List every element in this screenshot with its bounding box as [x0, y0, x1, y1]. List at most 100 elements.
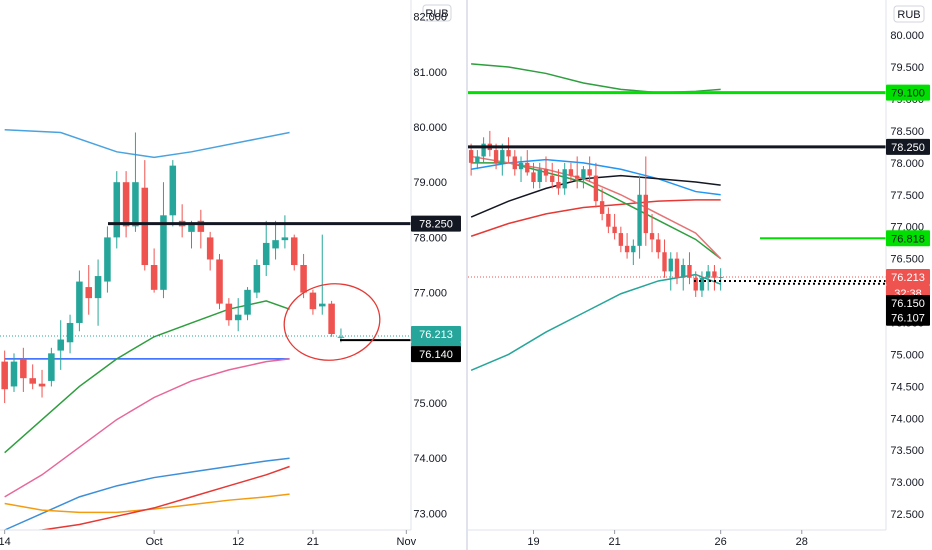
candle — [38, 369, 46, 398]
candle — [10, 353, 18, 392]
candle-body — [318, 303, 326, 307]
candle — [631, 239, 636, 265]
candle — [94, 259, 102, 326]
current-price-badge[interactable]: 76.213 — [411, 326, 461, 343]
candle-body — [674, 258, 680, 278]
candle-body — [656, 239, 661, 253]
candle — [66, 314, 74, 354]
indicator-line — [470, 174, 721, 218]
candle — [581, 166, 586, 189]
right-plot-area — [468, 63, 886, 372]
level-badge-78250[interactable]: 78.250 — [886, 138, 930, 155]
x-tick-label: 26 — [715, 536, 727, 548]
candle — [512, 150, 517, 176]
level-badge-79100[interactable]: 79.100 — [886, 84, 930, 101]
y-tick-label: 73.000 — [890, 477, 924, 489]
candle-body — [550, 175, 555, 182]
candle-body — [475, 156, 480, 163]
candle — [506, 137, 511, 163]
candle-body — [599, 201, 605, 214]
pane-divider[interactable] — [466, 0, 468, 550]
right-time-axis[interactable] — [468, 530, 932, 550]
candle-body — [568, 169, 574, 176]
candle — [76, 270, 83, 332]
left-currency-label: RUB — [425, 8, 448, 20]
left-time-axis[interactable] — [0, 530, 466, 550]
candle — [253, 259, 261, 299]
candle-body — [150, 265, 158, 290]
candle-body — [693, 277, 698, 291]
candle — [606, 207, 611, 234]
candle — [562, 162, 567, 195]
candle — [649, 213, 655, 253]
candle — [290, 234, 298, 271]
candle-body — [272, 240, 279, 249]
candle-body — [1, 361, 8, 390]
x-tick-label: 14 — [0, 536, 11, 548]
level-badge-78250-text: 78.250 — [419, 219, 453, 231]
y-tick-label: 73.500 — [890, 445, 924, 457]
current-price-badge[interactable]: 76.213 — [886, 268, 930, 285]
right-currency-badge[interactable]: RUB — [893, 5, 925, 23]
candle-body — [244, 289, 251, 315]
level-badge-76818[interactable]: 76.818 — [886, 230, 930, 247]
candle — [141, 160, 149, 271]
candle — [568, 162, 574, 182]
candle-body — [649, 233, 655, 240]
x-tick-label: 19 — [527, 536, 539, 548]
candle — [693, 271, 698, 297]
candle-body — [216, 259, 223, 304]
candle-body — [668, 258, 673, 272]
candle — [132, 132, 139, 232]
candle-body — [188, 223, 195, 232]
candle-body — [699, 277, 705, 291]
candle-body — [706, 271, 711, 278]
right-currency-label: RUB — [897, 9, 920, 21]
candle-body — [309, 292, 317, 310]
y-tick-label: 77.500 — [890, 190, 924, 202]
candle-body — [562, 169, 567, 189]
candle — [122, 171, 130, 238]
candle — [225, 298, 233, 326]
y-tick-label: 75.000 — [413, 398, 447, 410]
level-badge-76107-text: 76.107 — [891, 313, 925, 325]
y-tick-label: 82.000 — [413, 12, 447, 24]
candle — [699, 271, 705, 297]
level-badge-76150[interactable]: 76.150 — [886, 294, 930, 311]
candle-body — [543, 169, 549, 176]
candle — [637, 175, 642, 259]
candle — [216, 253, 223, 310]
candle — [593, 162, 599, 208]
level-badge-78250[interactable]: 78.250 — [411, 215, 461, 232]
candle — [681, 258, 686, 291]
candle — [20, 347, 27, 392]
level-badge-79100-text: 79.100 — [891, 88, 925, 100]
y-tick-label: 79.000 — [413, 177, 447, 189]
indicator-line — [4, 128, 290, 159]
candle — [662, 239, 667, 278]
candle-body — [506, 150, 511, 157]
candle-body — [574, 175, 580, 179]
candle — [281, 215, 289, 249]
annotation-circle — [283, 283, 381, 361]
candle-body — [681, 265, 686, 278]
candle — [518, 156, 524, 182]
candle-body — [66, 322, 74, 343]
y-tick-label: 77.000 — [413, 288, 447, 300]
candle-body — [525, 162, 530, 173]
level-badge-76140[interactable]: 76.140 — [411, 346, 461, 363]
candle — [468, 143, 474, 176]
candle — [718, 268, 723, 291]
y-tick-label: 78.000 — [413, 232, 447, 244]
candle-body — [281, 237, 289, 241]
y-tick-label: 78.000 — [890, 158, 924, 170]
left-price-axis[interactable] — [411, 0, 466, 530]
left-currency-badge[interactable]: RUB — [422, 4, 452, 22]
indicator-line — [4, 358, 290, 498]
candle — [234, 298, 242, 332]
candle-body — [500, 150, 505, 163]
level-badge-76107[interactable]: 76.107 — [886, 309, 930, 326]
candle-body — [225, 303, 233, 321]
y-tick-label: 78.500 — [890, 126, 924, 138]
x-tick-label: Oct — [146, 536, 163, 548]
